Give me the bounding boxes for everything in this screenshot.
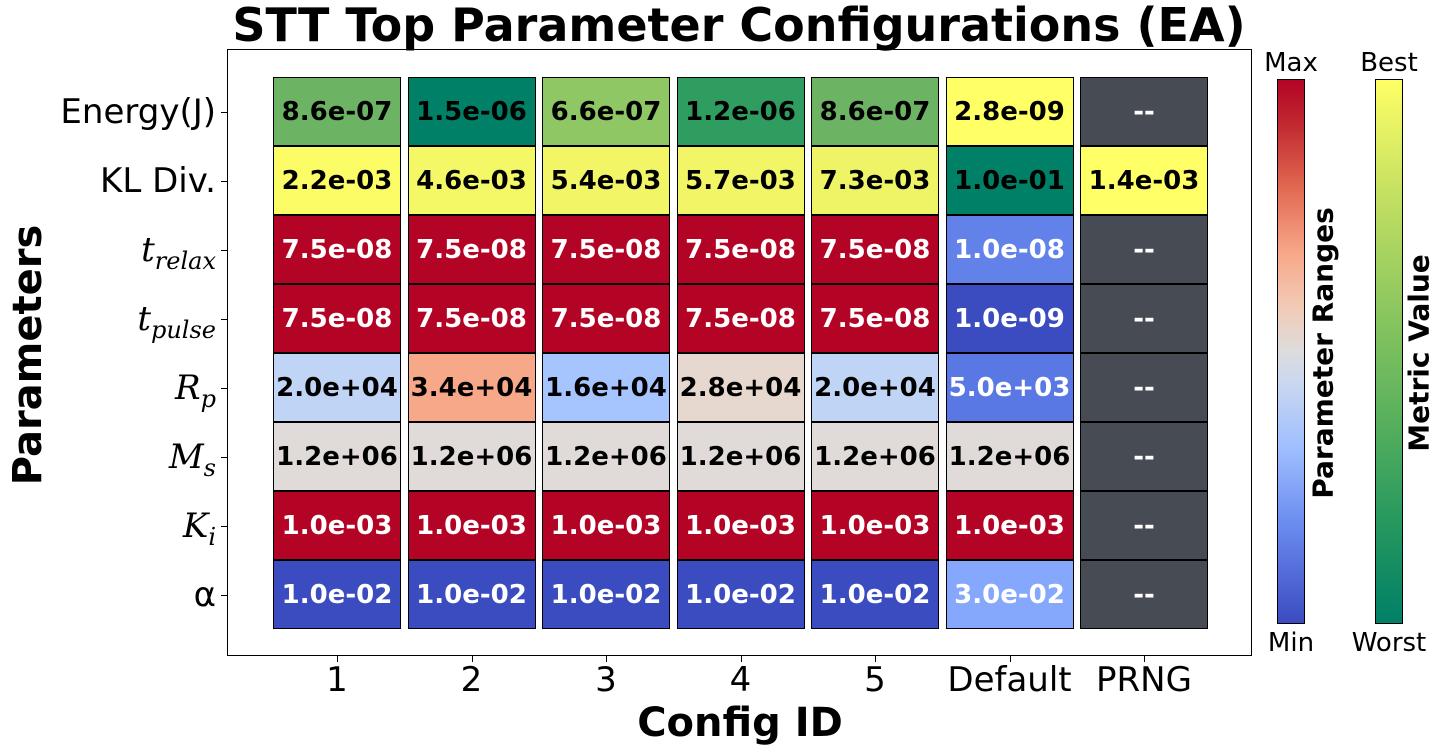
x-tick-label: PRNG bbox=[1096, 660, 1192, 700]
heatmap-cell: 2.2e-03 bbox=[273, 146, 401, 215]
heatmap-cell: 8.6e-07 bbox=[273, 77, 401, 146]
heatmap-cell: 1.2e+06 bbox=[811, 422, 939, 491]
y-tick-mark bbox=[221, 387, 227, 389]
heatmap-cell: 5.0e+03 bbox=[945, 353, 1074, 422]
heatmap-cell: 7.5e-08 bbox=[407, 215, 536, 284]
heatmap-cell: 1.0e-03 bbox=[811, 491, 939, 560]
heatmap-cell: 7.5e-08 bbox=[273, 284, 401, 353]
heatmap-cell: 2.0e+04 bbox=[811, 353, 939, 422]
heatmap-cell: -- bbox=[1080, 353, 1208, 422]
heatmap-cell: 8.6e-07 bbox=[811, 77, 939, 146]
heatmap-cell: 7.3e-03 bbox=[811, 146, 939, 215]
metric-colorbar-best-label: Best bbox=[1360, 48, 1418, 78]
y-tick-mark bbox=[221, 456, 227, 458]
y-tick-label: Rp bbox=[175, 367, 216, 413]
heatmap-cell: 1.6e+04 bbox=[542, 353, 670, 422]
x-axis-label: Config ID bbox=[637, 700, 843, 746]
x-tick-label: 1 bbox=[326, 660, 348, 700]
y-tick-label: Ms bbox=[168, 436, 216, 482]
plot-area bbox=[227, 49, 1252, 656]
y-tick-label: Ki bbox=[182, 505, 216, 551]
chart-title: STT Top Parameter Configurations (EA) bbox=[232, 0, 1246, 52]
heatmap-cell: 1.0e-02 bbox=[676, 560, 805, 629]
heatmap-cell: 1.4e-03 bbox=[1080, 146, 1208, 215]
x-tick-mark bbox=[1009, 656, 1011, 662]
heatmap-cell: 4.6e-03 bbox=[407, 146, 536, 215]
metric-colorbar-worst-label: Worst bbox=[1351, 628, 1427, 658]
heatmap-cell: 1.0e-09 bbox=[945, 284, 1074, 353]
heatmap-cell: 2.8e-09 bbox=[945, 77, 1074, 146]
heatmap-cell: 1.0e-02 bbox=[542, 560, 670, 629]
y-tick-mark bbox=[221, 111, 227, 113]
heatmap-cell: 1.0e-02 bbox=[407, 560, 536, 629]
heatmap-cell: 1.5e-06 bbox=[407, 77, 536, 146]
parameter-range-colorbar bbox=[1277, 79, 1305, 624]
heatmap-cell: 7.5e-08 bbox=[273, 215, 401, 284]
x-tick-label: 4 bbox=[729, 660, 752, 700]
metric-value-colorbar bbox=[1375, 79, 1403, 624]
heatmap-cell: -- bbox=[1080, 215, 1208, 284]
heatmap-cell: 1.0e-03 bbox=[945, 491, 1074, 560]
x-tick-mark bbox=[606, 656, 607, 662]
y-tick-label: KL Div. bbox=[100, 160, 216, 201]
x-tick-mark bbox=[337, 656, 338, 662]
heatmap-cell: -- bbox=[1080, 284, 1208, 353]
parameter-colorbar-max-label: Max bbox=[1264, 48, 1318, 78]
x-tick-label: 5 bbox=[864, 660, 886, 700]
x-tick-mark bbox=[471, 656, 473, 662]
heatmap-cell: 7.5e-08 bbox=[542, 284, 670, 353]
heatmap-cell: 7.5e-08 bbox=[542, 215, 670, 284]
heatmap-cell: 1.0e-08 bbox=[945, 215, 1074, 284]
heatmap-cell: -- bbox=[1080, 491, 1208, 560]
heatmap-cell: 7.5e-08 bbox=[811, 284, 939, 353]
metric-colorbar-label: Metric Value bbox=[1402, 254, 1436, 452]
y-tick-mark bbox=[221, 594, 227, 596]
heatmap-cell: 7.5e-08 bbox=[676, 284, 805, 353]
heatmap-cell: 1.0e-03 bbox=[407, 491, 536, 560]
parameter-colorbar-label: Parameter Ranges bbox=[1306, 207, 1340, 499]
x-tick-mark bbox=[740, 656, 742, 662]
heatmap-cell: -- bbox=[1080, 560, 1208, 629]
heatmap-cell: 1.0e-03 bbox=[273, 491, 401, 560]
heatmap-cell: 1.2e+06 bbox=[542, 422, 670, 491]
heatmap-cell: 1.2e+06 bbox=[945, 422, 1074, 491]
x-tick-mark bbox=[1144, 656, 1145, 662]
heatmap-cell: 1.2e+06 bbox=[407, 422, 536, 491]
heatmap-cell: 1.0e-01 bbox=[945, 146, 1074, 215]
y-tick-label: α bbox=[193, 574, 216, 615]
heatmap-cell: 5.4e-03 bbox=[542, 146, 670, 215]
x-tick-label: Default bbox=[947, 660, 1072, 700]
heatmap-cell: 1.2e+06 bbox=[676, 422, 805, 491]
parameter-colorbar-min-label: Min bbox=[1267, 628, 1315, 658]
heatmap-cell: 5.7e-03 bbox=[676, 146, 805, 215]
y-axis-label: Parameters bbox=[5, 224, 51, 486]
y-tick-label: Energy(J) bbox=[60, 91, 216, 132]
heatmap-cell: 7.5e-08 bbox=[407, 284, 536, 353]
y-tick-mark bbox=[221, 318, 227, 320]
x-tick-label: 2 bbox=[460, 660, 483, 700]
heatmap-cell: 1.0e-03 bbox=[676, 491, 805, 560]
heatmap-cell: 2.8e+04 bbox=[676, 353, 805, 422]
y-tick-mark bbox=[221, 249, 227, 251]
heatmap-cell: 1.0e-03 bbox=[542, 491, 670, 560]
heatmap-cell: 3.0e-02 bbox=[945, 560, 1074, 629]
y-tick-label: trelax bbox=[141, 229, 216, 275]
x-tick-label: 3 bbox=[595, 660, 617, 700]
heatmap-cell: 2.0e+04 bbox=[273, 353, 401, 422]
heatmap-cell: 3.4e+04 bbox=[407, 353, 536, 422]
y-tick-mark bbox=[221, 525, 227, 527]
heatmap-cell: 1.2e+06 bbox=[273, 422, 401, 491]
heatmap-cell: 1.2e-06 bbox=[676, 77, 805, 146]
heatmap-cell: 7.5e-08 bbox=[811, 215, 939, 284]
heatmap-cell: 1.0e-02 bbox=[273, 560, 401, 629]
y-tick-mark bbox=[221, 180, 227, 182]
heatmap-cell: 7.5e-08 bbox=[676, 215, 805, 284]
y-tick-label: tpulse bbox=[137, 298, 216, 344]
heatmap-cell: -- bbox=[1080, 77, 1208, 146]
heatmap-cell: 1.0e-02 bbox=[811, 560, 939, 629]
heatmap-cell: 6.6e-07 bbox=[542, 77, 670, 146]
x-tick-mark bbox=[875, 656, 876, 662]
heatmap-cell: -- bbox=[1080, 422, 1208, 491]
